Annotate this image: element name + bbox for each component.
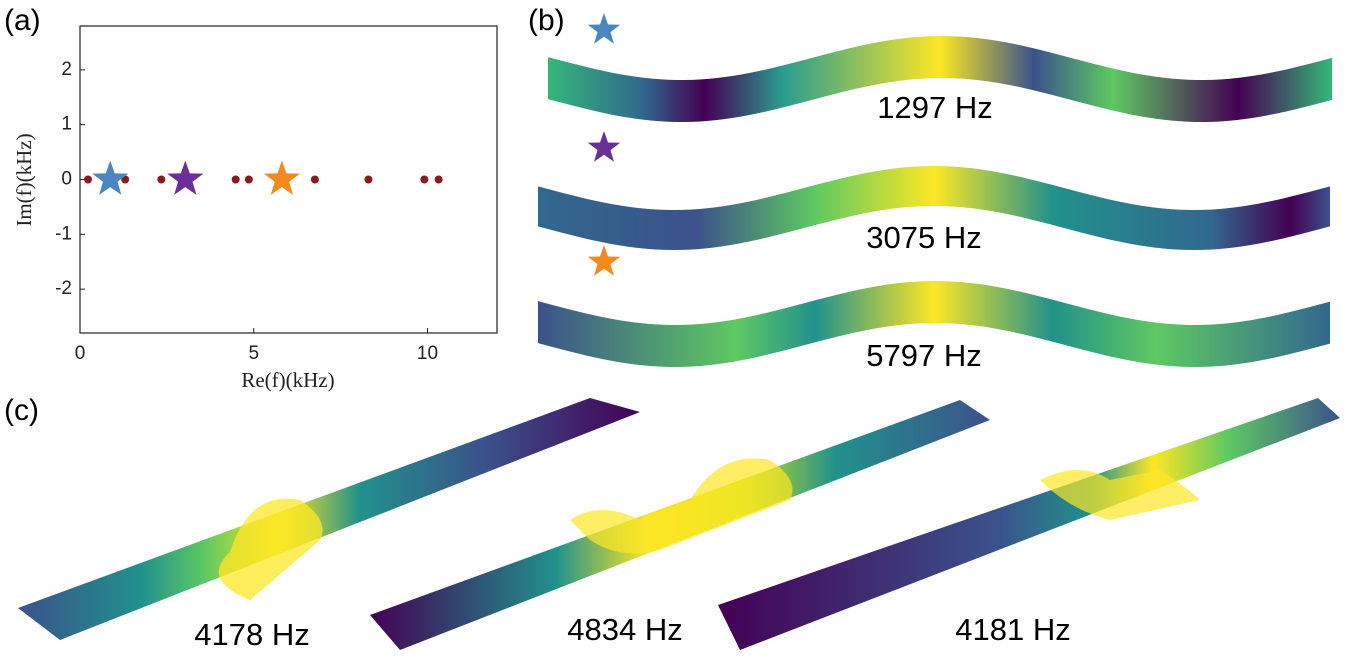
point bbox=[311, 176, 319, 184]
y-tick-label: 0 bbox=[61, 169, 72, 190]
y-tick-label: 2 bbox=[61, 59, 72, 80]
star-marker bbox=[92, 161, 128, 195]
y-tick-label: 1 bbox=[61, 114, 72, 135]
mode-frequency: 1297 Hz bbox=[877, 90, 992, 125]
panel-label: (a) bbox=[4, 4, 41, 37]
point bbox=[435, 176, 443, 184]
x-tick-label: 5 bbox=[248, 343, 259, 364]
mode-shapes bbox=[18, 13, 1340, 650]
point bbox=[245, 176, 253, 184]
point bbox=[232, 176, 240, 184]
x-tick-label: 0 bbox=[75, 343, 86, 364]
y-tick-label: -2 bbox=[55, 278, 72, 299]
mode-frequency: 4181 Hz bbox=[955, 612, 1070, 647]
figure: Re(f)(kHz) Im(f)(kHz) (a) (b) (c) 1297 H… bbox=[0, 0, 1371, 660]
bulge bbox=[219, 499, 323, 600]
mode-star bbox=[588, 245, 620, 276]
y-tick-label: -1 bbox=[55, 223, 72, 244]
bulge bbox=[570, 458, 793, 553]
mode-frequency: 5797 Hz bbox=[866, 338, 981, 373]
mode-frequency: 4834 Hz bbox=[567, 612, 682, 647]
panel-label: (b) bbox=[528, 4, 565, 37]
x-axis-label: Re(f)(kHz) bbox=[241, 368, 334, 392]
star-marker bbox=[264, 161, 300, 195]
star-marker bbox=[167, 161, 203, 195]
y-axis-label: Im(f)(kHz) bbox=[12, 133, 36, 226]
point bbox=[84, 176, 92, 184]
mode-star bbox=[588, 13, 620, 44]
point bbox=[157, 176, 165, 184]
panel-label: (c) bbox=[4, 394, 39, 427]
strip bbox=[18, 398, 640, 640]
mode-frequency: 3075 Hz bbox=[866, 220, 981, 255]
mode-star bbox=[588, 131, 620, 162]
point bbox=[364, 176, 372, 184]
mode-frequency: 4178 Hz bbox=[194, 617, 309, 652]
x-tick-label: 10 bbox=[417, 343, 438, 364]
point bbox=[420, 176, 428, 184]
